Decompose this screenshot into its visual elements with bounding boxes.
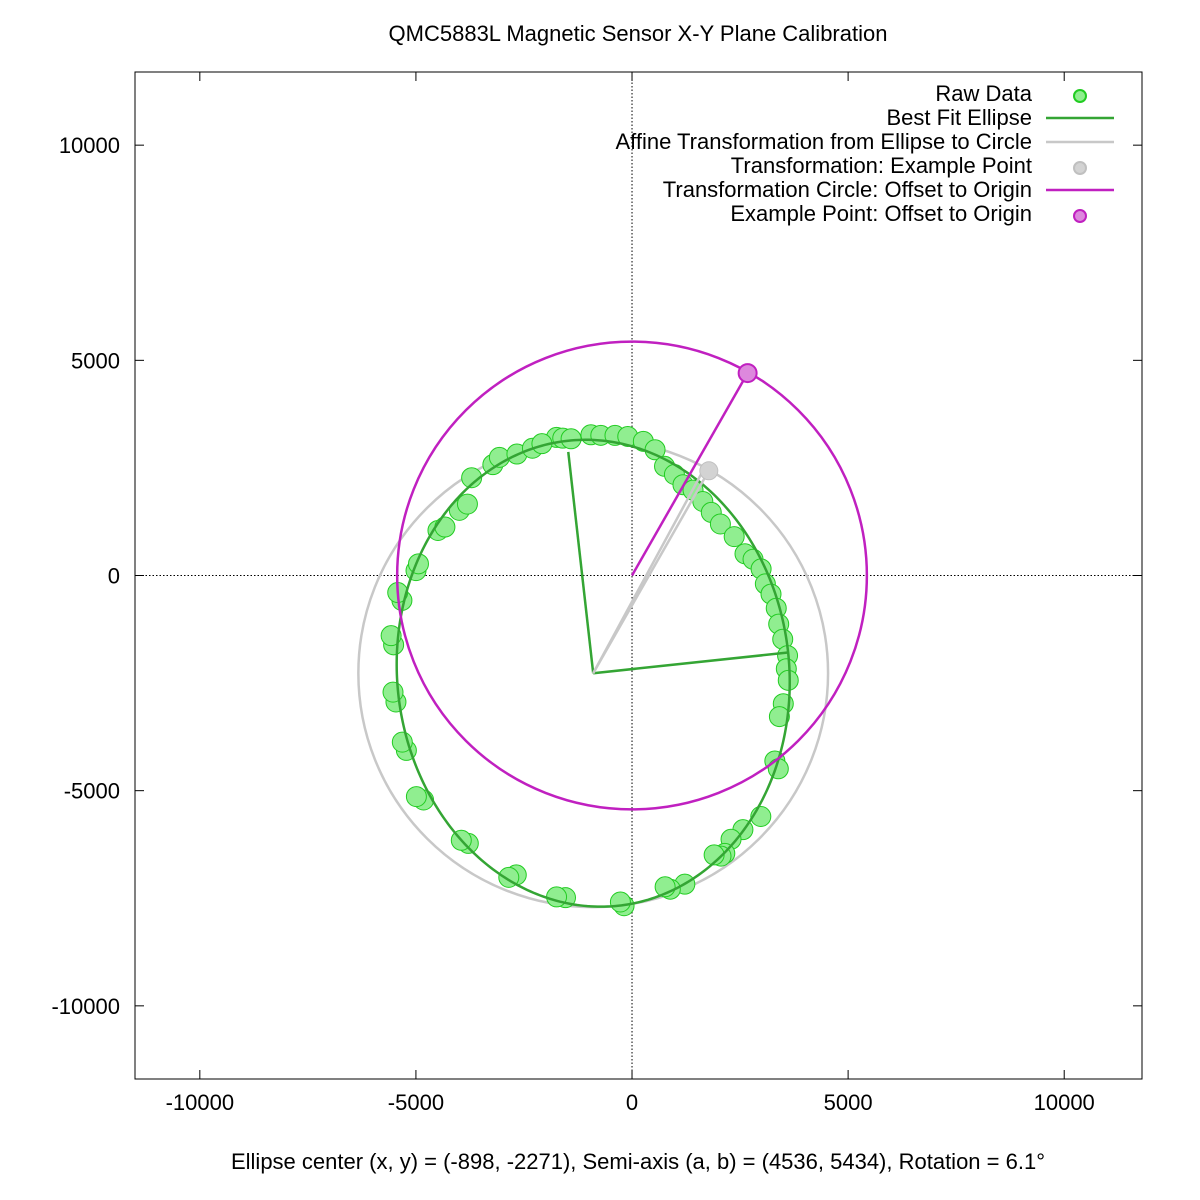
series-layer [357, 340, 869, 917]
chart-title: QMC5883L Magnetic Sensor X-Y Plane Calib… [389, 21, 888, 46]
y-tick-label: 0 [108, 564, 120, 589]
axis-ticks [135, 72, 1142, 1079]
legend-point-swatch [1073, 89, 1087, 103]
transformation-line [592, 470, 710, 674]
legend-item: Example Point: Offset to Origin [730, 201, 1087, 226]
raw-data-point [709, 513, 731, 535]
ellipse-semi-axis [567, 451, 595, 674]
raw-data-point [380, 625, 402, 647]
raw-data-point [405, 786, 427, 808]
legend-label: Raw Data [935, 81, 1032, 106]
raw-data-point [609, 891, 631, 913]
transformation-example-point [699, 461, 719, 481]
legend-label: Transformation: Example Point [731, 153, 1032, 178]
tick-labels: -10000 -5000 0 5000 10000 10000 5000 0 -5000 -100… [51, 133, 1094, 1115]
x-tick-label: 5000 [824, 1090, 873, 1115]
legend-item: Best Fit Ellipse [887, 105, 1114, 130]
x-tick-label: 0 [626, 1090, 638, 1115]
plot-area [357, 340, 869, 917]
raw-data-point [456, 493, 478, 515]
legend-item: Raw Data [935, 81, 1087, 106]
offset-example-point [737, 363, 758, 384]
y-tick-label: 10000 [59, 133, 120, 158]
legend-point-swatch [1073, 161, 1087, 175]
x-tick-label: -10000 [166, 1090, 235, 1115]
legend-point-swatch [1073, 209, 1087, 223]
legend-item: Transformation Circle: Offset to Origin [663, 177, 1114, 202]
ellipse-semi-axis [593, 651, 789, 675]
raw-data-point [434, 516, 456, 538]
legend-item: Affine Transformation from Ellipse to Ci… [615, 129, 1114, 154]
raw-data-point [768, 706, 790, 728]
offset-circle [395, 340, 869, 811]
x-axis-label: Ellipse center (x, y) = (-898, -2271), S… [231, 1149, 1045, 1174]
legend-label: Best Fit Ellipse [887, 105, 1033, 130]
legend-label: Affine Transformation from Ellipse to Ci… [615, 129, 1032, 154]
raw-data-point [461, 467, 483, 489]
raw-data-point [723, 526, 745, 548]
x-tick-label: -5000 [388, 1090, 444, 1115]
y-tick-label: -10000 [51, 994, 120, 1019]
legend-label: Example Point: Offset to Origin [730, 201, 1032, 226]
offset-line [630, 372, 749, 577]
plot-frame [134, 71, 1143, 1080]
raw-data-point [777, 669, 799, 691]
best-fit-ellipse [395, 438, 791, 908]
x-tick-label: 10000 [1034, 1090, 1095, 1115]
legend-label: Transformation Circle: Offset to Origin [663, 177, 1032, 202]
y-tick-label: -5000 [64, 779, 120, 804]
legend-item: Transformation: Example Point [731, 153, 1087, 178]
raw-data-point [546, 886, 568, 908]
y-tick-label: 5000 [71, 348, 120, 373]
